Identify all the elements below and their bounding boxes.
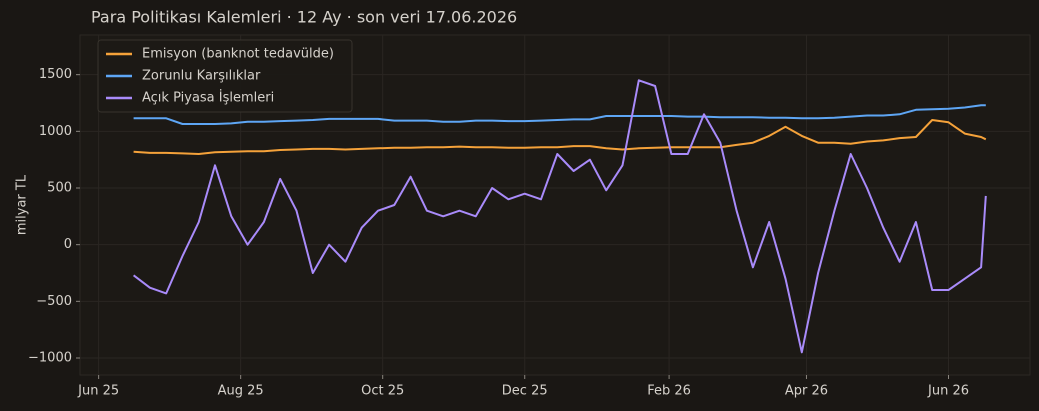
legend-label: Zorunlu Karşılıklar	[142, 69, 261, 84]
y-tick-label: 0	[64, 237, 72, 252]
line-series	[133, 119, 987, 155]
y-axis-label: milyar TL	[15, 174, 30, 235]
x-tick-label: Oct 25	[361, 384, 404, 399]
legend-label: Açık Piyasa İşlemleri	[142, 90, 274, 106]
chart-title: Para Politikası Kalemleri · 12 Ay · son …	[91, 8, 517, 27]
x-tick-label: Feb 26	[647, 384, 691, 399]
y-tick-label: 1000	[39, 124, 72, 139]
x-tick-label: Jun 26	[927, 384, 969, 399]
x-tick-label: Jun 25	[77, 384, 119, 399]
x-tick-label: Apr 26	[785, 384, 828, 399]
y-tick-label: −500	[36, 294, 72, 309]
line-series	[132, 79, 987, 354]
y-tick-label: 500	[47, 181, 72, 196]
x-tick-label: Dec 25	[502, 384, 548, 399]
legend-label: Emisyon (banknot tedavülde)	[142, 47, 334, 62]
line-series	[133, 104, 986, 125]
legend-box	[97, 39, 353, 113]
x-tick-label: Aug 25	[218, 384, 264, 399]
y-tick-label: 1500	[39, 67, 72, 82]
y-tick-label: −1000	[28, 351, 72, 366]
